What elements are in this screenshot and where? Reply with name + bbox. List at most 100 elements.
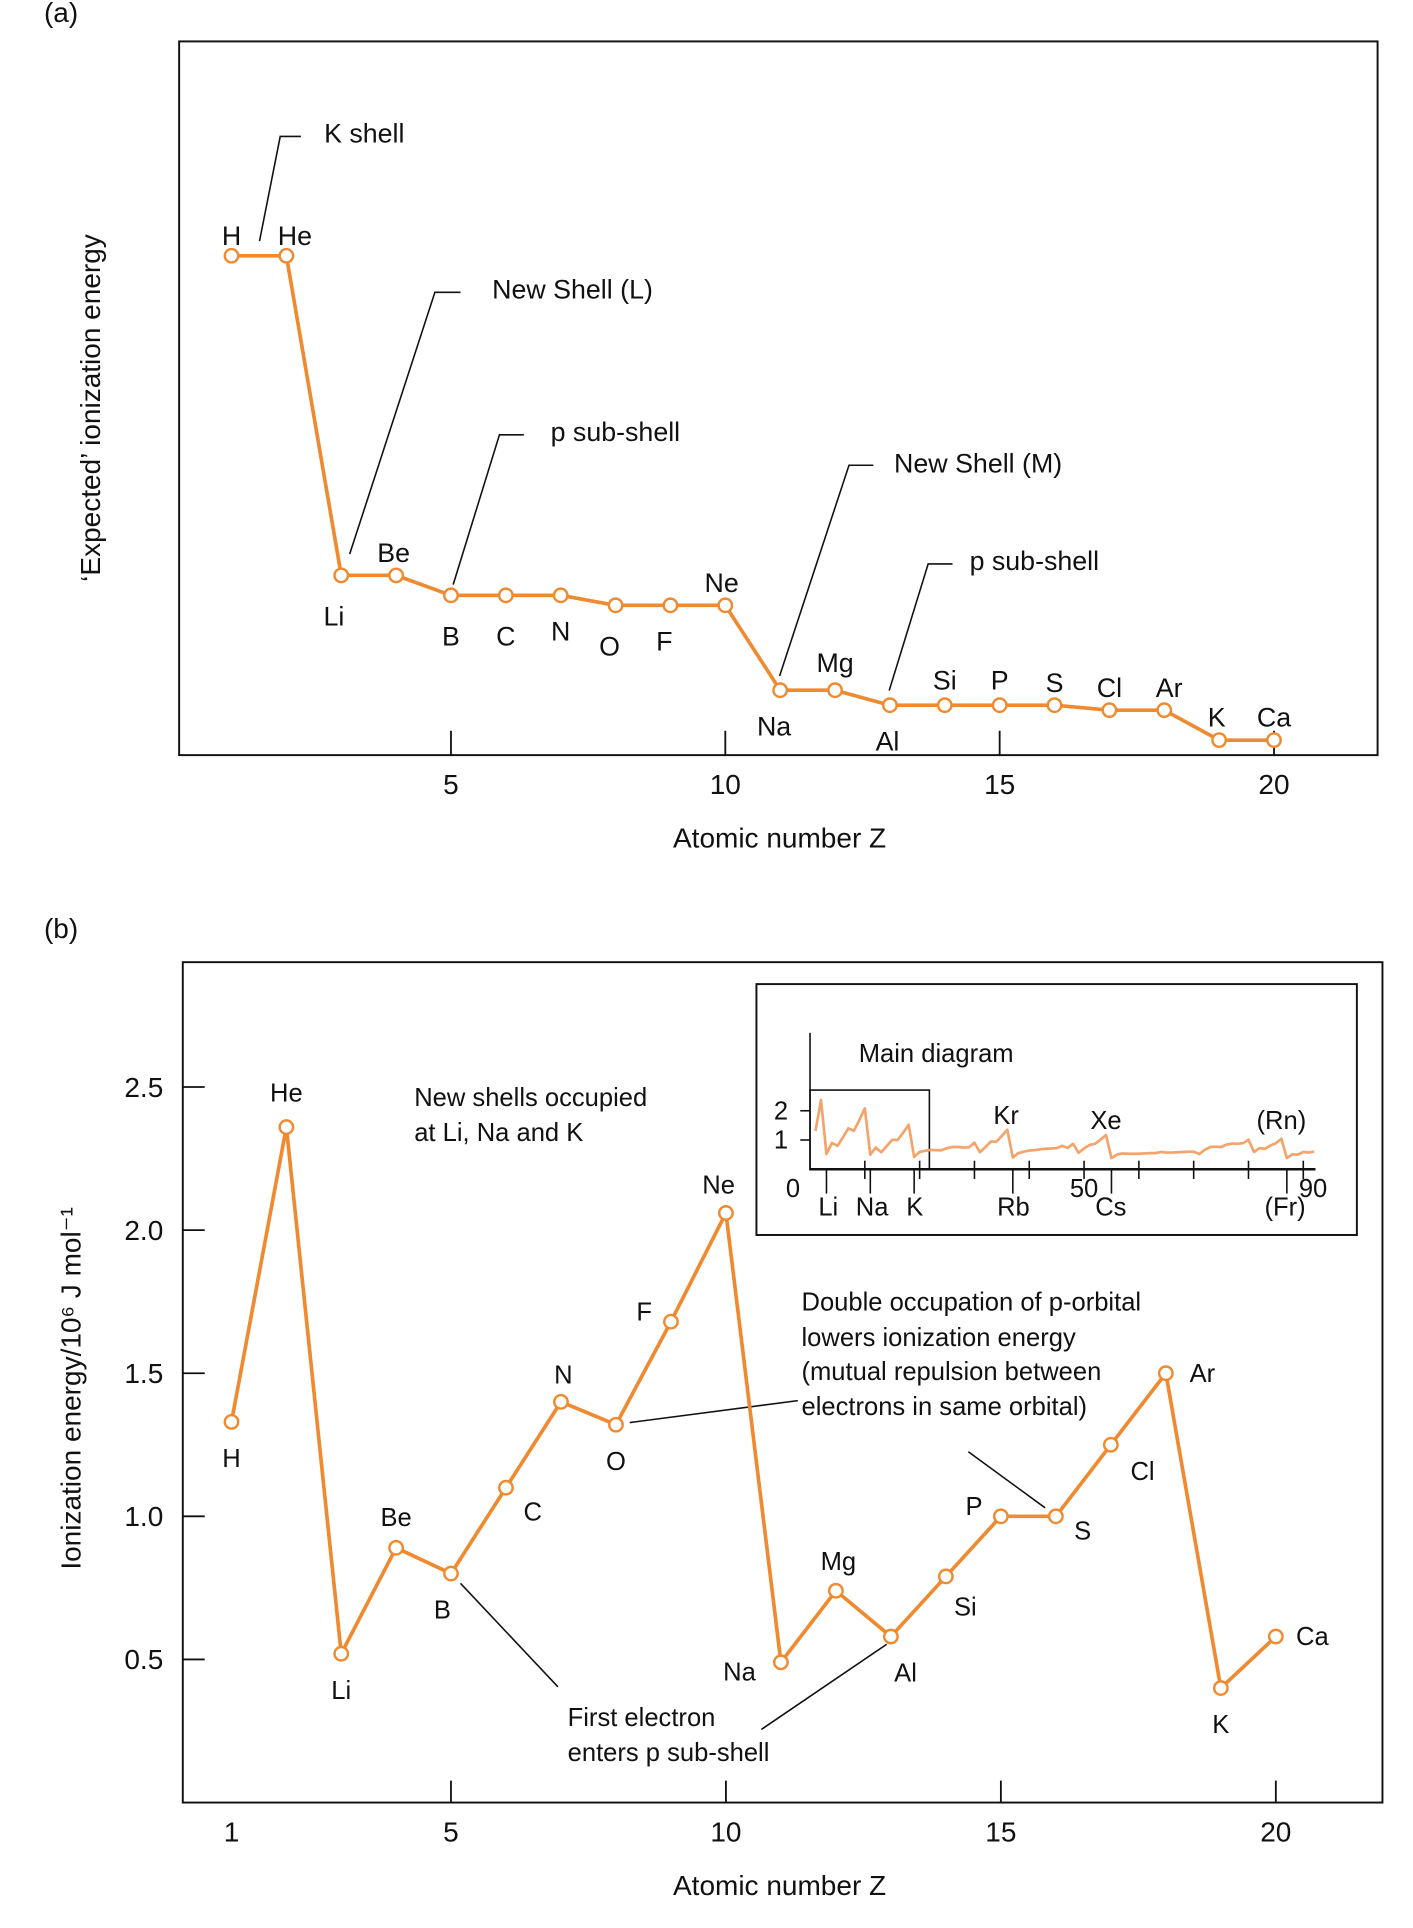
data-point-p: [992, 1508, 1009, 1525]
inset-series-line: [814, 1098, 1315, 1160]
data-point-cl: [1101, 702, 1118, 719]
inset-element-label: Na: [856, 1194, 889, 1222]
panel-b-ticks: 1 5 10 15 200.51.01.52.02.5: [124, 1072, 1291, 1848]
data-point-ne: [718, 1205, 734, 1221]
annotation-new-shells-2: at Li, Na and K: [414, 1119, 583, 1147]
data-point-cl: [1102, 1436, 1119, 1453]
element-label-he: He: [278, 221, 312, 251]
element-label-li: Li: [324, 601, 345, 631]
data-point-c: [497, 587, 514, 604]
data-point-si: [937, 1568, 954, 1585]
inset-element-label: (Fr): [1264, 1194, 1305, 1222]
panel-b-x-axis-label: Atomic number Z: [673, 1870, 886, 1901]
x-tick-label: 5: [443, 1817, 459, 1848]
element-label-ca: Ca: [1257, 703, 1291, 733]
element-label-al: Al: [894, 1660, 917, 1688]
element-label-cl: Cl: [1097, 673, 1122, 703]
data-point-ca: [1267, 1628, 1284, 1645]
data-point-ar: [1157, 1365, 1174, 1382]
inset-y-tick-label: 2: [774, 1097, 788, 1125]
data-point-s: [1047, 1508, 1064, 1525]
element-label-k: K: [1208, 703, 1226, 733]
data-point-he: [278, 247, 295, 264]
element-label-p: P: [966, 1493, 983, 1521]
annotation-double-occ-2: lowers ionization energy: [801, 1324, 1075, 1352]
element-label-ca: Ca: [1296, 1623, 1329, 1651]
element-label-mg: Mg: [821, 1548, 857, 1576]
data-point-ar: [1156, 702, 1173, 719]
series-line: [229, 1125, 1278, 1690]
panel-a-x-ticks: 5 10 15 20: [443, 730, 1290, 800]
inset-title: Main diagram: [859, 1040, 1014, 1068]
element-label-na: Na: [757, 711, 791, 741]
panel-b-series: H He Li Be B C N O F Ne Na Mg Al Si P S Cl Ar K Ca: [222, 1080, 1329, 1740]
annotation-first-electron-1: First electron: [568, 1704, 716, 1732]
x-tick-label: 15: [984, 769, 1015, 800]
o-leader: [629, 1399, 798, 1424]
element-label-ar: Ar: [1190, 1360, 1216, 1388]
data-point-p: [991, 697, 1008, 714]
data-point-o: [607, 597, 624, 614]
inset-peak-label: Xe: [1090, 1107, 1121, 1135]
element-label-k: K: [1212, 1711, 1229, 1739]
new-shell-m-leader: [778, 464, 874, 677]
data-point-b: [443, 1565, 459, 1582]
panel-a-label: (a): [44, 0, 78, 28]
data-point-mg: [827, 682, 843, 699]
element-label-s: S: [1046, 668, 1064, 698]
data-point-na: [772, 682, 789, 699]
x-tick-label: 20: [1260, 1817, 1291, 1848]
data-point-si: [936, 697, 953, 714]
element-label-f: F: [656, 626, 672, 656]
inset-plot: 12 0 50 90 Li Na K Rb Cs (Fr) Kr Xe (Rn): [774, 1097, 1327, 1221]
data-point-s: [1046, 697, 1063, 714]
annotation-p-subshell-2: p sub-shell: [970, 546, 1100, 576]
element-label-o: O: [606, 1448, 626, 1476]
element-label-p: P: [991, 665, 1009, 695]
element-label-n: N: [551, 616, 570, 646]
data-point-al: [882, 697, 898, 714]
panel-a-series: H He Li Be B C N O F Ne Na Mg Al Si P S Cl Ar K Ca: [222, 221, 1291, 756]
inset-frame: [755, 983, 1358, 1236]
element-label-o: O: [599, 631, 620, 661]
y-tick-label: 2.0: [124, 1215, 163, 1246]
x-tick-label: 1: [224, 1817, 240, 1848]
data-point-f: [663, 1313, 679, 1330]
element-label-b: B: [434, 1597, 451, 1625]
panel-a-frame: [178, 40, 1379, 757]
data-point-k: [1211, 732, 1228, 749]
data-point-li: [333, 1645, 350, 1662]
panel-b-annotations: New shells occupied at Li, Na and K Doub…: [414, 1084, 1141, 1767]
inset-y-tick-label: 1: [774, 1127, 788, 1155]
element-label-mg: Mg: [816, 648, 853, 678]
x-tick-label: 10: [710, 769, 741, 800]
x-tick-label: 5: [443, 769, 459, 800]
element-label-cl: Cl: [1130, 1458, 1154, 1486]
annotation-new-shell-m: New Shell (M): [894, 449, 1062, 479]
x-tick-label: 10: [710, 1817, 741, 1848]
y-tick-label: 1.0: [124, 1501, 163, 1532]
element-label-he: He: [270, 1080, 303, 1108]
element-label-ne: Ne: [705, 568, 739, 598]
data-point-h: [223, 1413, 240, 1430]
element-label-h: H: [222, 1445, 240, 1473]
element-label-h: H: [222, 221, 241, 251]
annotation-double-occ-1: Double occupation of p-orbital: [801, 1289, 1141, 1317]
inset-x-tick-label: 90: [1299, 1175, 1327, 1203]
inset-peak-label: Kr: [993, 1102, 1019, 1130]
annotation-p-subshell-1: p sub-shell: [551, 417, 681, 447]
inset: Main diagram 12 0 50 90 Li Na K Rb Cs (Fr) Kr Xe (Rn…: [755, 983, 1358, 1236]
data-point-f: [662, 597, 679, 614]
inset-element-label: Rb: [997, 1194, 1030, 1222]
y-tick-label: 0.5: [124, 1644, 163, 1675]
annotation-new-shell-l: New Shell (L): [492, 274, 653, 304]
data-point-mg: [827, 1582, 844, 1599]
data-point-ca: [1266, 732, 1282, 749]
panel-b-label: (b): [44, 913, 78, 944]
data-point-be: [388, 1539, 405, 1556]
series-line: [231, 253, 1274, 742]
data-point-c: [498, 1479, 514, 1496]
s-leader: [967, 1451, 1046, 1509]
element-label-b: B: [442, 621, 460, 651]
